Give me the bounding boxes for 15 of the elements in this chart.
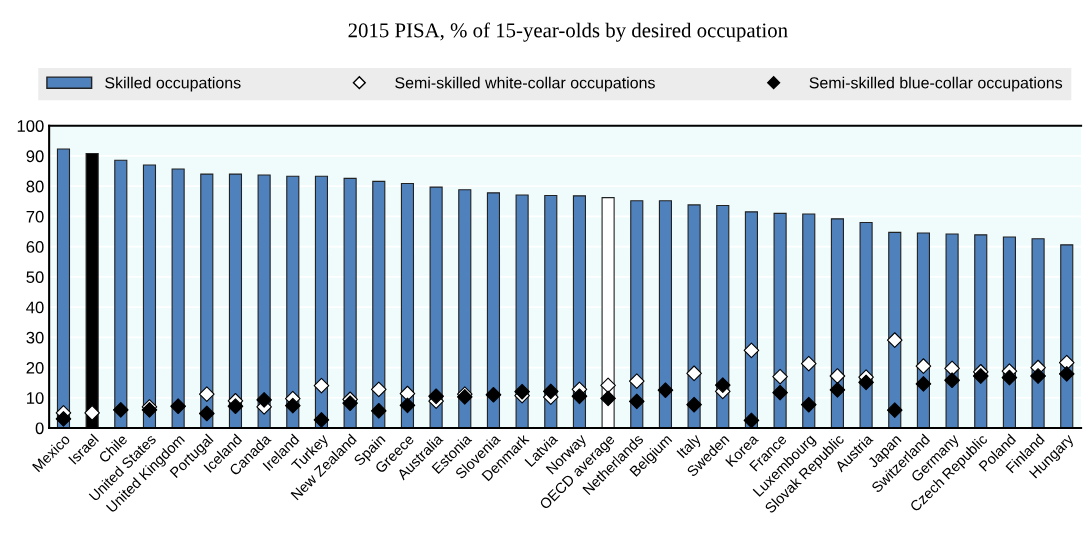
y-tick-label: 20 bbox=[26, 361, 44, 374]
y-tick-label: 40 bbox=[26, 301, 44, 314]
chart-title: 2015 PISA, % of 15-year-olds by desired occupation bbox=[348, 22, 788, 42]
y-tick-label: 50 bbox=[26, 271, 44, 284]
y-tick-label: 0 bbox=[35, 422, 44, 435]
legend-label: Semi-skilled blue-collar occupations bbox=[809, 76, 1063, 92]
y-tick-label: 100 bbox=[17, 120, 44, 132]
legend-label: Skilled occupations bbox=[105, 76, 241, 92]
y-tick-label: 30 bbox=[26, 331, 44, 344]
legend-label: Semi-skilled white-collar occupations bbox=[395, 76, 655, 92]
y-tick-label: 60 bbox=[26, 241, 44, 253]
y-tick-label: 80 bbox=[26, 180, 44, 193]
y-tick-label: 10 bbox=[27, 392, 44, 404]
y-tick-label: 90 bbox=[26, 150, 44, 163]
y-tick-label: 70 bbox=[26, 210, 44, 223]
